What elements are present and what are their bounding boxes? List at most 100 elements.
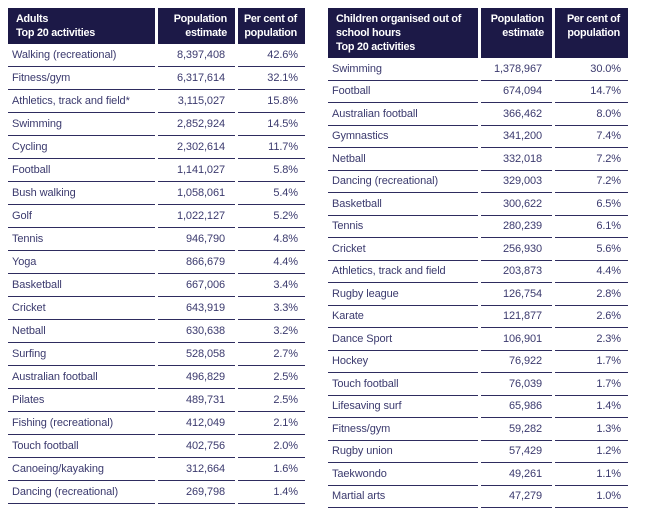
activity-cell: Netball xyxy=(328,148,478,171)
table-row: Dancing (recreational) 329,003 7.2% xyxy=(328,171,628,193)
percent-cell: 2.5% xyxy=(238,389,305,412)
adults-title-line1: Adults xyxy=(16,13,49,25)
population-cell: 1,058,061 xyxy=(158,182,235,205)
children-activities-table: Children organised out of school hours T… xyxy=(328,8,628,508)
activity-cell: Gymnastics xyxy=(328,126,478,148)
population-cell: 256,930 xyxy=(481,238,552,261)
table-row: Hockey 76,922 1.7% xyxy=(328,351,628,373)
table-row: Cricket 256,930 5.6% xyxy=(328,238,628,261)
adults-population-estimate-header: Population estimate xyxy=(158,8,235,44)
activity-cell: Football xyxy=(8,159,155,182)
population-cell: 332,018 xyxy=(481,148,552,171)
population-cell: 203,873 xyxy=(481,261,552,283)
activity-cell: Australian football xyxy=(328,103,478,126)
percent-cell: 5.6% xyxy=(555,238,628,261)
activity-cell: Dancing (recreational) xyxy=(328,171,478,193)
table-row: Australian football 366,462 8.0% xyxy=(328,103,628,126)
activity-cell: Yoga xyxy=(8,251,155,274)
table-row: Tennis 280,239 6.1% xyxy=(328,216,628,238)
population-cell: 1,022,127 xyxy=(158,205,235,228)
adults-table-body: Walking (recreational) 8,397,408 42.6% Fitn… xyxy=(8,44,305,504)
activity-cell: Lifesaving surf xyxy=(328,396,478,418)
percent-cell: 1.4% xyxy=(555,396,628,418)
children-table-title: Children organised out of school hours T… xyxy=(328,8,478,58)
percent-cell: 7.4% xyxy=(555,126,628,148)
activity-cell: Tennis xyxy=(8,228,155,251)
activity-cell: Netball xyxy=(8,320,155,343)
percent-cell: 30.0% xyxy=(555,58,628,81)
population-cell: 269,798 xyxy=(158,481,235,504)
adults-title-line2: Top 20 activities xyxy=(16,27,95,39)
percent-cell: 4.4% xyxy=(555,261,628,283)
table-row: Touch football 402,756 2.0% xyxy=(8,435,305,458)
population-cell: 1,141,027 xyxy=(158,159,235,182)
percent-cell: 42.6% xyxy=(238,44,305,67)
percent-cell: 1.6% xyxy=(238,458,305,481)
population-cell: 667,006 xyxy=(158,274,235,297)
table-row: Cricket 643,919 3.3% xyxy=(8,297,305,320)
population-cell: 2,852,924 xyxy=(158,113,235,136)
table-row: Taekwondo 49,261 1.1% xyxy=(328,463,628,486)
percent-cell: 32.1% xyxy=(238,67,305,90)
table-row: Netball 630,638 3.2% xyxy=(8,320,305,343)
population-cell: 866,679 xyxy=(158,251,235,274)
activity-cell: Swimming xyxy=(328,58,478,81)
table-row: Football 674,094 14.7% xyxy=(328,81,628,103)
children-title-line2: Top 20 activities xyxy=(336,41,415,53)
table-row: Basketball 667,006 3.4% xyxy=(8,274,305,297)
activity-cell: Bush walking xyxy=(8,182,155,205)
percent-cell: 7.2% xyxy=(555,148,628,171)
table-row: Swimming 2,852,924 14.5% xyxy=(8,113,305,136)
percent-cell: 5.8% xyxy=(238,159,305,182)
percent-cell: 5.4% xyxy=(238,182,305,205)
percent-cell: 4.8% xyxy=(238,228,305,251)
table-row: Rugby league 126,754 2.8% xyxy=(328,283,628,306)
children-population-estimate-header: Population estimate xyxy=(481,8,552,58)
percent-cell: 6.1% xyxy=(555,216,628,238)
adults-percent-header: Per cent of population xyxy=(238,8,305,44)
population-cell: 280,239 xyxy=(481,216,552,238)
table-row: Australian football 496,829 2.5% xyxy=(8,366,305,389)
adults-table-title: Adults Top 20 activities xyxy=(8,8,155,44)
activity-cell: Tennis xyxy=(328,216,478,238)
percent-cell: 2.1% xyxy=(238,412,305,435)
table-row: Rugby union 57,429 1.2% xyxy=(328,441,628,463)
percent-cell: 6.5% xyxy=(555,193,628,216)
population-cell: 65,986 xyxy=(481,396,552,418)
percent-cell: 3.3% xyxy=(238,297,305,320)
table-row: Pilates 489,731 2.5% xyxy=(8,389,305,412)
activity-cell: Fitness/gym xyxy=(328,418,478,441)
population-cell: 1,378,967 xyxy=(481,58,552,81)
population-cell: 489,731 xyxy=(158,389,235,412)
activity-cell: Fitness/gym xyxy=(8,67,155,90)
activity-cell: Canoeing/kayaking xyxy=(8,458,155,481)
table-row: Gymnastics 341,200 7.4% xyxy=(328,126,628,148)
population-cell: 946,790 xyxy=(158,228,235,251)
activity-cell: Athletics, track and field xyxy=(328,261,478,283)
table-row: Bush walking 1,058,061 5.4% xyxy=(8,182,305,205)
table-row: Dance Sport 106,901 2.3% xyxy=(328,328,628,351)
table-row: Netball 332,018 7.2% xyxy=(328,148,628,171)
table-row: Lifesaving surf 65,986 1.4% xyxy=(328,396,628,418)
table-row: Martial arts 47,279 1.0% xyxy=(328,486,628,508)
population-cell: 630,638 xyxy=(158,320,235,343)
activity-cell: Basketball xyxy=(328,193,478,216)
activity-cell: Pilates xyxy=(8,389,155,412)
population-cell: 49,261 xyxy=(481,463,552,486)
percent-cell: 7.2% xyxy=(555,171,628,193)
population-cell: 3,115,027 xyxy=(158,90,235,113)
table-row: Athletics, track and field 203,873 4.4% xyxy=(328,261,628,283)
activity-cell: Rugby union xyxy=(328,441,478,463)
activity-cell: Football xyxy=(328,81,478,103)
activity-cell: Basketball xyxy=(8,274,155,297)
population-cell: 329,003 xyxy=(481,171,552,193)
percent-cell: 14.5% xyxy=(238,113,305,136)
activity-cell: Rugby league xyxy=(328,283,478,306)
table-row: Canoeing/kayaking 312,664 1.6% xyxy=(8,458,305,481)
population-cell: 312,664 xyxy=(158,458,235,481)
percent-cell: 1.1% xyxy=(555,463,628,486)
table-row: Basketball 300,622 6.5% xyxy=(328,193,628,216)
population-cell: 76,039 xyxy=(481,373,552,396)
population-cell: 106,901 xyxy=(481,328,552,351)
